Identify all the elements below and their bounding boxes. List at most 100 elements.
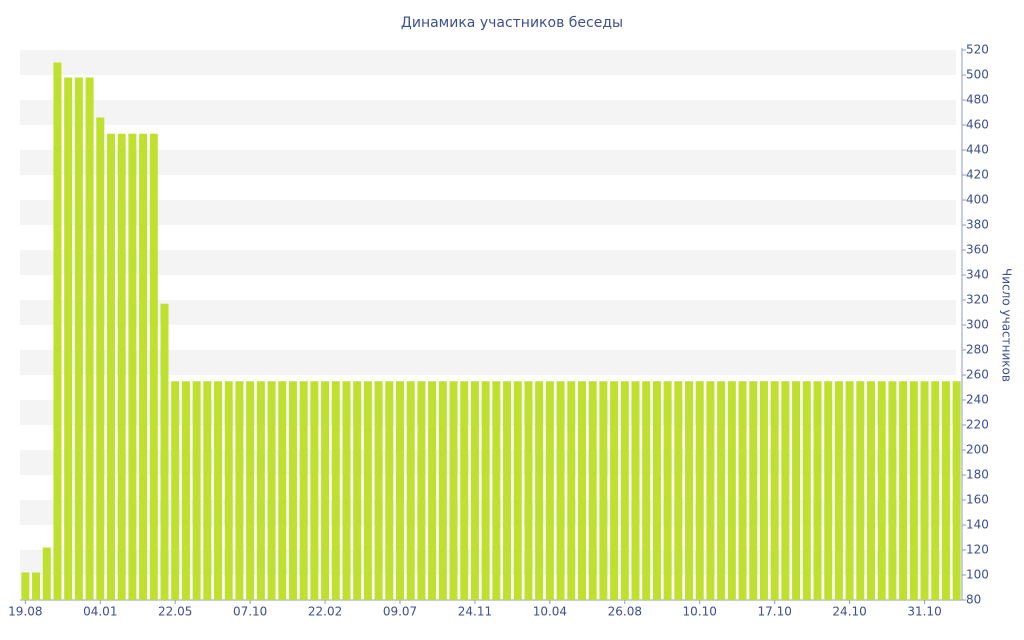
- bar: [770, 381, 779, 600]
- bar: [577, 381, 586, 600]
- bar: [267, 381, 276, 600]
- y-tick-label: 260: [966, 368, 989, 382]
- bar: [53, 62, 62, 600]
- grid-band: [20, 250, 956, 275]
- bar: [21, 572, 30, 600]
- bar: [535, 381, 544, 600]
- y-tick-label: 400: [966, 193, 989, 207]
- bar: [877, 381, 886, 600]
- x-tick-label: 31.10: [907, 605, 941, 619]
- bar: [42, 547, 51, 600]
- bar: [342, 381, 351, 600]
- bar: [706, 381, 715, 600]
- bar: [139, 133, 148, 600]
- bar: [909, 381, 918, 600]
- bar: [160, 303, 169, 600]
- y-tick-label: 340: [966, 268, 989, 282]
- bar: [385, 381, 394, 600]
- x-tick-label: 24.11: [458, 605, 492, 619]
- y-tick-label: 500: [966, 68, 989, 82]
- x-tick-label: 10.10: [683, 605, 717, 619]
- bar: [353, 381, 362, 600]
- bar: [695, 381, 704, 600]
- y-tick-label: 460: [966, 118, 989, 132]
- bar: [867, 381, 876, 600]
- bar: [727, 381, 736, 600]
- bar: [470, 381, 479, 600]
- y-tick-label: 80: [966, 593, 981, 607]
- bar: [181, 381, 190, 600]
- bar: [449, 381, 458, 600]
- y-tick-label: 380: [966, 218, 989, 232]
- bar: [396, 381, 405, 600]
- grid-band: [20, 100, 956, 125]
- bar: [299, 381, 308, 600]
- bar: [321, 381, 330, 600]
- x-tick-label: 19.08: [8, 605, 42, 619]
- bar: [524, 381, 533, 600]
- grid-band: [20, 300, 956, 325]
- x-tick-label: 26.08: [608, 605, 642, 619]
- bar: [931, 381, 940, 600]
- x-tick-label: 22.02: [308, 605, 342, 619]
- bar: [246, 381, 255, 600]
- bar: [717, 381, 726, 600]
- bar: [117, 133, 126, 600]
- bar: [85, 77, 94, 600]
- bar: [749, 381, 758, 600]
- x-tick-label: 04.01: [83, 605, 117, 619]
- y-tick-label: 180: [966, 468, 989, 482]
- bar: [920, 381, 929, 600]
- bar: [235, 381, 244, 600]
- bar: [834, 381, 843, 600]
- x-tick-label: 10.04: [533, 605, 567, 619]
- bar: [32, 572, 41, 600]
- y-tick-label: 160: [966, 493, 989, 507]
- y-tick-label: 140: [966, 518, 989, 532]
- y-tick-label: 200: [966, 443, 989, 457]
- bar: [792, 381, 801, 600]
- bar: [310, 381, 319, 600]
- bar: [128, 133, 137, 600]
- y-tick-label: 320: [966, 293, 989, 307]
- bar: [214, 381, 223, 600]
- bar: [374, 381, 383, 600]
- y-tick-label: 120: [966, 543, 989, 557]
- bar: [288, 381, 297, 600]
- bar: [224, 381, 233, 600]
- bar: [888, 381, 897, 600]
- grid-band: [20, 350, 956, 375]
- bar: [492, 381, 501, 600]
- bar: [438, 381, 447, 600]
- grid-band: [20, 150, 956, 175]
- bar: [74, 77, 83, 600]
- bar: [631, 381, 640, 600]
- y-tick-label: 220: [966, 418, 989, 432]
- x-tick-label: 24.10: [832, 605, 866, 619]
- x-tick-label: 09.07: [383, 605, 417, 619]
- bar: [203, 381, 212, 600]
- bar: [567, 381, 576, 600]
- bar: [256, 381, 265, 600]
- bar: [503, 381, 512, 600]
- bar: [599, 381, 608, 600]
- bar: [952, 381, 961, 600]
- y-tick-label: 240: [966, 393, 989, 407]
- bar: [171, 381, 180, 600]
- bar: [149, 133, 158, 600]
- grid-band: [20, 200, 956, 225]
- grid-band: [20, 50, 956, 75]
- bar: [824, 381, 833, 600]
- y-tick-label: 360: [966, 243, 989, 257]
- y-tick-label: 440: [966, 143, 989, 157]
- bar: [738, 381, 747, 600]
- bar: [192, 381, 201, 600]
- bar: [845, 381, 854, 600]
- bar: [278, 381, 287, 600]
- bar: [513, 381, 522, 600]
- bar: [856, 381, 865, 600]
- bar: [663, 381, 672, 600]
- bar: [759, 381, 768, 600]
- bar: [620, 381, 629, 600]
- chart-title: Динамика участников беседы: [401, 15, 623, 31]
